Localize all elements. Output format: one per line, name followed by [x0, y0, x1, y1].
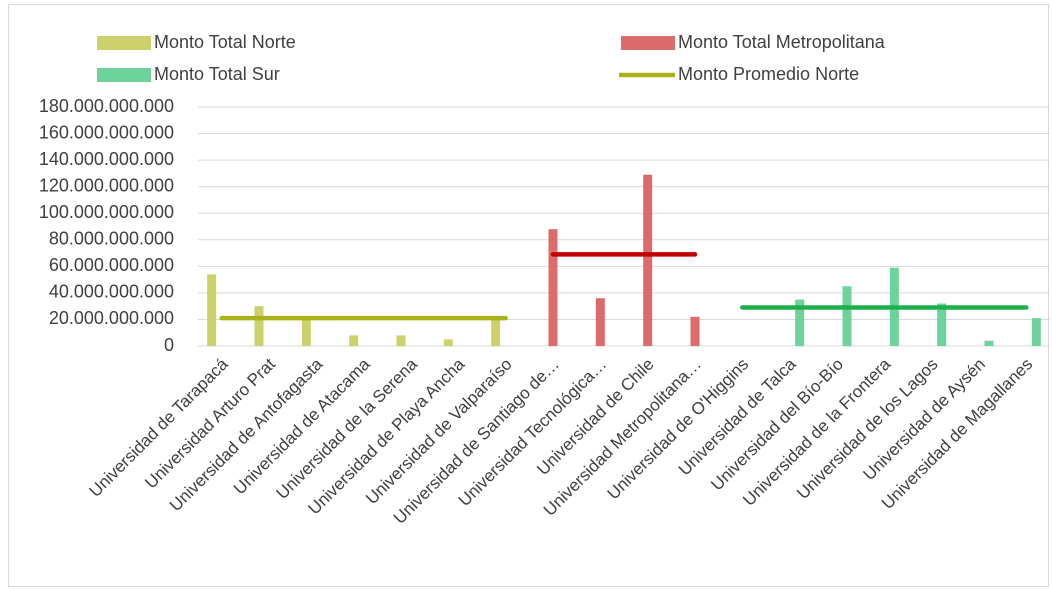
bar: [491, 318, 501, 346]
bar: [795, 299, 805, 346]
bar: [548, 229, 558, 346]
y-tick-label: 100.000.000.000: [39, 202, 174, 222]
chart-border: [8, 4, 1049, 587]
bar: [984, 340, 994, 346]
bar: [207, 274, 217, 346]
bar: [595, 298, 605, 346]
y-tick-label: 120.000.000.000: [39, 175, 174, 195]
bar: [254, 306, 264, 346]
bar: [937, 303, 947, 346]
bar: [349, 335, 359, 346]
bar: [443, 339, 453, 346]
y-tick-label: 160.000.000.000: [39, 122, 174, 142]
legend-swatch: [97, 36, 151, 50]
y-tick-label: 80.000.000.000: [49, 229, 174, 249]
y-tick-label: 60.000.000.000: [49, 255, 174, 275]
legend-swatch: [97, 68, 151, 82]
bar: [643, 174, 653, 346]
bar: [1031, 318, 1041, 346]
y-tick-label: 180.000.000.000: [39, 96, 174, 116]
legend-swatch: [621, 36, 675, 50]
y-tick-label: 20.000.000.000: [49, 308, 174, 328]
legend-label: Monto Total Metropolitana: [678, 32, 886, 52]
bar: [690, 316, 700, 346]
bar: [301, 318, 311, 346]
bar: [396, 335, 406, 346]
bar: [842, 286, 852, 346]
y-tick-label: 0: [164, 335, 174, 355]
legend-label: Monto Total Sur: [154, 64, 280, 84]
legend-label: Monto Promedio Norte: [678, 64, 859, 84]
y-tick-label: 140.000.000.000: [39, 149, 174, 169]
y-tick-label: 40.000.000.000: [49, 282, 174, 302]
legend-label: Monto Total Norte: [154, 32, 296, 52]
